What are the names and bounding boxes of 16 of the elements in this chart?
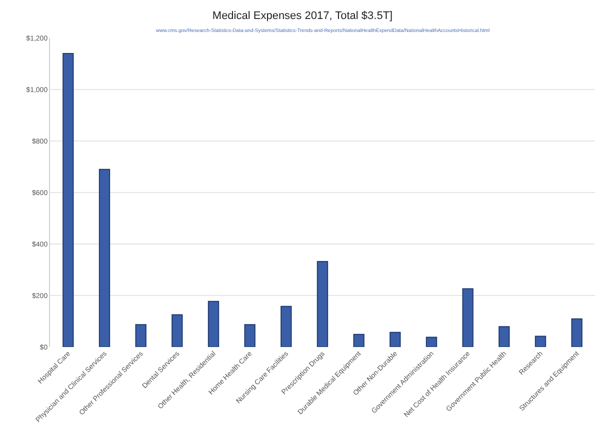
bar xyxy=(426,336,438,347)
bar xyxy=(534,336,546,347)
bar xyxy=(208,300,220,347)
bar xyxy=(135,324,146,347)
chart-title: Medical Expenses 2017, Total $3.5T] xyxy=(212,10,393,22)
bar xyxy=(172,314,183,347)
bar xyxy=(462,288,474,347)
bar xyxy=(498,326,510,347)
bar xyxy=(280,306,292,347)
bar xyxy=(62,52,74,347)
bar xyxy=(571,318,582,347)
bar xyxy=(390,332,401,347)
bar xyxy=(353,334,364,347)
bar xyxy=(98,168,110,347)
bar xyxy=(316,261,328,347)
bar xyxy=(244,324,256,347)
